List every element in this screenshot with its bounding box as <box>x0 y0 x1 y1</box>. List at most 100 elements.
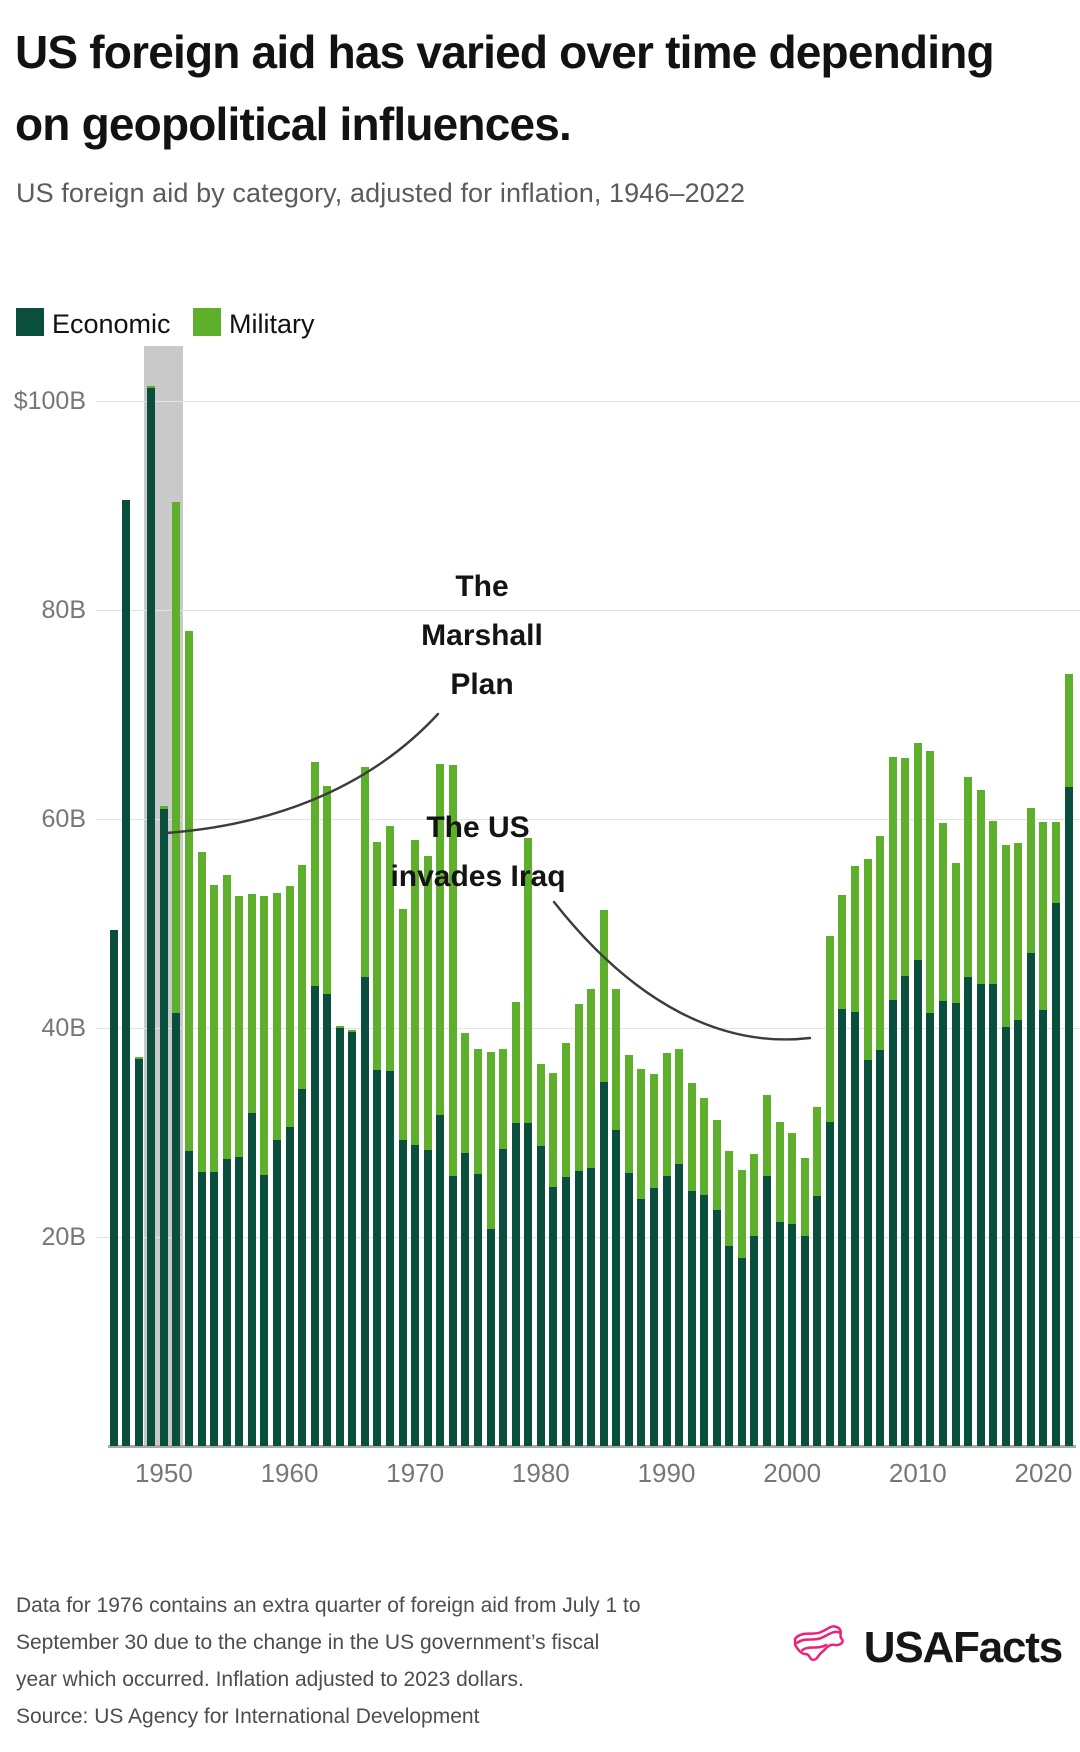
bar-1967-economic-segment <box>373 1069 382 1446</box>
bar-2016[interactable] <box>989 821 998 1446</box>
bar-2006[interactable] <box>863 858 872 1446</box>
bar-2020[interactable] <box>1039 822 1048 1446</box>
bar-1975-economic-segment <box>474 1174 482 1446</box>
bar-1990-economic-segment <box>662 1176 671 1446</box>
bar-1955[interactable] <box>222 875 231 1446</box>
bar-1960[interactable] <box>285 885 294 1446</box>
bar-2008[interactable] <box>888 757 897 1446</box>
x-axis-label-2000: 2000 <box>763 1458 822 1488</box>
bar-1991[interactable] <box>675 1048 684 1446</box>
bar-1964[interactable] <box>335 1025 344 1446</box>
bar-1974[interactable] <box>461 1033 470 1446</box>
bar-2010-military-segment <box>913 742 922 961</box>
bar-2021[interactable] <box>1052 822 1061 1446</box>
bar-1986[interactable] <box>612 989 621 1446</box>
bar-2007[interactable] <box>876 835 885 1446</box>
bar-1990[interactable] <box>662 1053 671 1446</box>
bar-1947[interactable] <box>122 500 131 1446</box>
bar-1965[interactable] <box>348 1030 357 1446</box>
bar-1993[interactable] <box>700 1098 709 1446</box>
bar-1979[interactable] <box>524 837 533 1446</box>
bar-2014[interactable] <box>964 777 973 1446</box>
bar-1953[interactable] <box>197 852 206 1446</box>
bar-2001[interactable] <box>800 1157 809 1446</box>
bar-2010[interactable] <box>913 742 922 1446</box>
bar-2011[interactable] <box>926 751 935 1446</box>
bar-1973-military-segment <box>448 764 457 1177</box>
bar-1986-military-segment <box>612 989 621 1131</box>
bar-2005[interactable] <box>850 866 859 1446</box>
bar-2004[interactable] <box>838 895 847 1446</box>
bar-1951[interactable] <box>172 502 181 1446</box>
bar-2002-economic-segment <box>813 1196 822 1446</box>
bar-2002-military-segment <box>813 1107 822 1197</box>
bar-1956[interactable] <box>235 896 244 1446</box>
bar-1999[interactable] <box>775 1122 784 1446</box>
x-axis-label-1990: 1990 <box>637 1458 696 1488</box>
bar-1985[interactable] <box>599 909 608 1446</box>
bar-1952-military-segment <box>184 630 193 1152</box>
bar-1961[interactable] <box>298 864 307 1446</box>
bar-1983[interactable] <box>574 1003 583 1446</box>
bar-1968[interactable] <box>386 826 395 1446</box>
bar-2022[interactable] <box>1064 673 1073 1446</box>
bar-1981[interactable] <box>549 1072 558 1446</box>
bar-2019[interactable] <box>1026 807 1035 1446</box>
bar-1982[interactable] <box>561 1042 570 1446</box>
usafacts-logo[interactable]: USAFacts <box>792 1622 1063 1674</box>
bar-1989[interactable] <box>649 1073 658 1446</box>
bar-2000[interactable] <box>788 1132 797 1446</box>
bar-1947-economic-segment <box>122 500 131 1446</box>
bar-2013[interactable] <box>951 862 960 1446</box>
bar-1967-military-segment <box>373 841 382 1070</box>
bar-1959[interactable] <box>272 893 281 1446</box>
bar-2012[interactable] <box>938 823 947 1446</box>
bar-1946[interactable] <box>109 929 118 1446</box>
bar-2006-military-segment <box>863 858 872 1061</box>
bar-1977[interactable] <box>499 1048 508 1446</box>
bar-1949[interactable] <box>147 386 156 1446</box>
bar-1995[interactable] <box>725 1151 734 1446</box>
bar-1972[interactable] <box>436 763 445 1446</box>
bar-1952[interactable] <box>184 630 193 1446</box>
bar-2012-military-segment <box>938 823 947 1001</box>
bar-1978-military-segment <box>511 1001 520 1124</box>
bar-2017-military-segment <box>1001 845 1010 1027</box>
bar-1966[interactable] <box>360 766 369 1446</box>
bar-2018[interactable] <box>1014 843 1023 1446</box>
bar-1994[interactable] <box>712 1119 721 1446</box>
bar-1988[interactable] <box>637 1068 646 1446</box>
bar-1992[interactable] <box>687 1083 696 1446</box>
bar-1970[interactable] <box>411 839 420 1446</box>
bar-1958[interactable] <box>260 896 269 1446</box>
x-axis-label-2010: 2010 <box>888 1458 947 1488</box>
bar-1987[interactable] <box>624 1055 633 1446</box>
bar-1963[interactable] <box>323 785 332 1446</box>
bar-2017[interactable] <box>1001 845 1010 1446</box>
bar-1967[interactable] <box>373 841 382 1446</box>
bar-2002[interactable] <box>813 1107 822 1446</box>
bar-1954[interactable] <box>210 884 219 1446</box>
bar-2003[interactable] <box>825 936 834 1446</box>
bar-1950[interactable] <box>159 806 168 1446</box>
bar-1973[interactable] <box>448 764 457 1446</box>
bar-1980[interactable] <box>536 1063 545 1446</box>
bar-1996-military-segment <box>737 1170 746 1258</box>
bar-1971[interactable] <box>423 855 432 1446</box>
bar-1976[interactable] <box>486 1052 495 1446</box>
bar-1948[interactable] <box>134 1057 143 1446</box>
bar-2009[interactable] <box>901 758 910 1446</box>
bar-1975[interactable] <box>474 1048 482 1446</box>
bar-2015[interactable] <box>976 789 985 1446</box>
bar-2004-economic-segment <box>838 1009 847 1446</box>
bar-1996[interactable] <box>737 1170 746 1446</box>
bar-1969[interactable] <box>398 908 407 1446</box>
bar-1984[interactable] <box>587 989 596 1446</box>
bar-1962[interactable] <box>310 761 319 1446</box>
bar-2016-military-segment <box>989 821 998 985</box>
bar-1978[interactable] <box>511 1001 520 1446</box>
bar-1957[interactable] <box>247 894 256 1446</box>
bar-1998[interactable] <box>763 1094 772 1446</box>
bar-1997[interactable] <box>750 1154 759 1446</box>
bar-2008-economic-segment <box>888 999 897 1446</box>
